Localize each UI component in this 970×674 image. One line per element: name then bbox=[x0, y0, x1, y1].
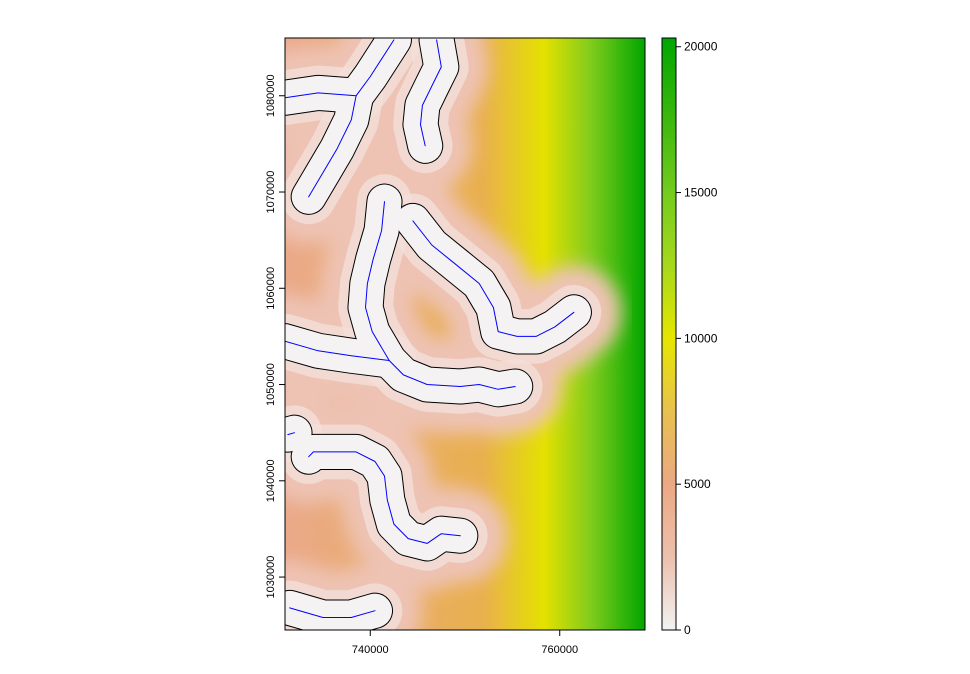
stream-line-5 bbox=[412, 220, 575, 337]
stream-line-7 bbox=[308, 451, 461, 544]
stream-line-8 bbox=[289, 607, 376, 618]
colorbar-ticks: 0 5000 10000 15000 20000 bbox=[676, 40, 718, 637]
y-tick-label-1080000: 1080000 bbox=[265, 74, 277, 117]
plot-frame bbox=[284, 37, 646, 631]
stream-lines-layer bbox=[285, 39, 575, 618]
y-tick-label-1060000: 1060000 bbox=[265, 267, 277, 310]
buffer-fill-4 bbox=[285, 324, 407, 378]
plot-area bbox=[285, 38, 645, 630]
buffer-fill-8 bbox=[285, 590, 393, 630]
stream-line-2 bbox=[420, 39, 442, 147]
colorbar-tick-label-0: 0 bbox=[684, 623, 691, 637]
stream-line-4 bbox=[285, 340, 390, 361]
colorbar-tick-label-20000: 20000 bbox=[684, 40, 718, 54]
colorbar-tick-label-15000: 15000 bbox=[684, 186, 718, 200]
y-axis: 1030000 1040000 1050000 1060000 1070000 10800… bbox=[265, 74, 285, 598]
x-tick-label-740000: 740000 bbox=[352, 644, 389, 656]
buffer-fill-2 bbox=[403, 38, 459, 163]
colorbar-tick-label-10000: 10000 bbox=[684, 331, 718, 345]
colorbar-ramp bbox=[662, 38, 676, 630]
y-tick-label-1030000: 1030000 bbox=[265, 556, 277, 599]
colorbar-frame bbox=[661, 37, 677, 631]
y-tick-label-1050000: 1050000 bbox=[265, 363, 277, 406]
stream-line-1 bbox=[308, 39, 395, 198]
colorbar-tick-label-5000: 5000 bbox=[684, 477, 711, 491]
x-axis: 740000 760000 bbox=[352, 630, 578, 656]
stream-line-0 bbox=[285, 92, 357, 99]
x-tick-label-760000: 760000 bbox=[541, 644, 578, 656]
colorbar: 0 5000 10000 15000 20000 bbox=[661, 37, 718, 637]
y-tick-label-1040000: 1040000 bbox=[265, 459, 277, 502]
y-tick-label-1070000: 1070000 bbox=[265, 171, 277, 214]
stream-line-6 bbox=[287, 432, 295, 436]
